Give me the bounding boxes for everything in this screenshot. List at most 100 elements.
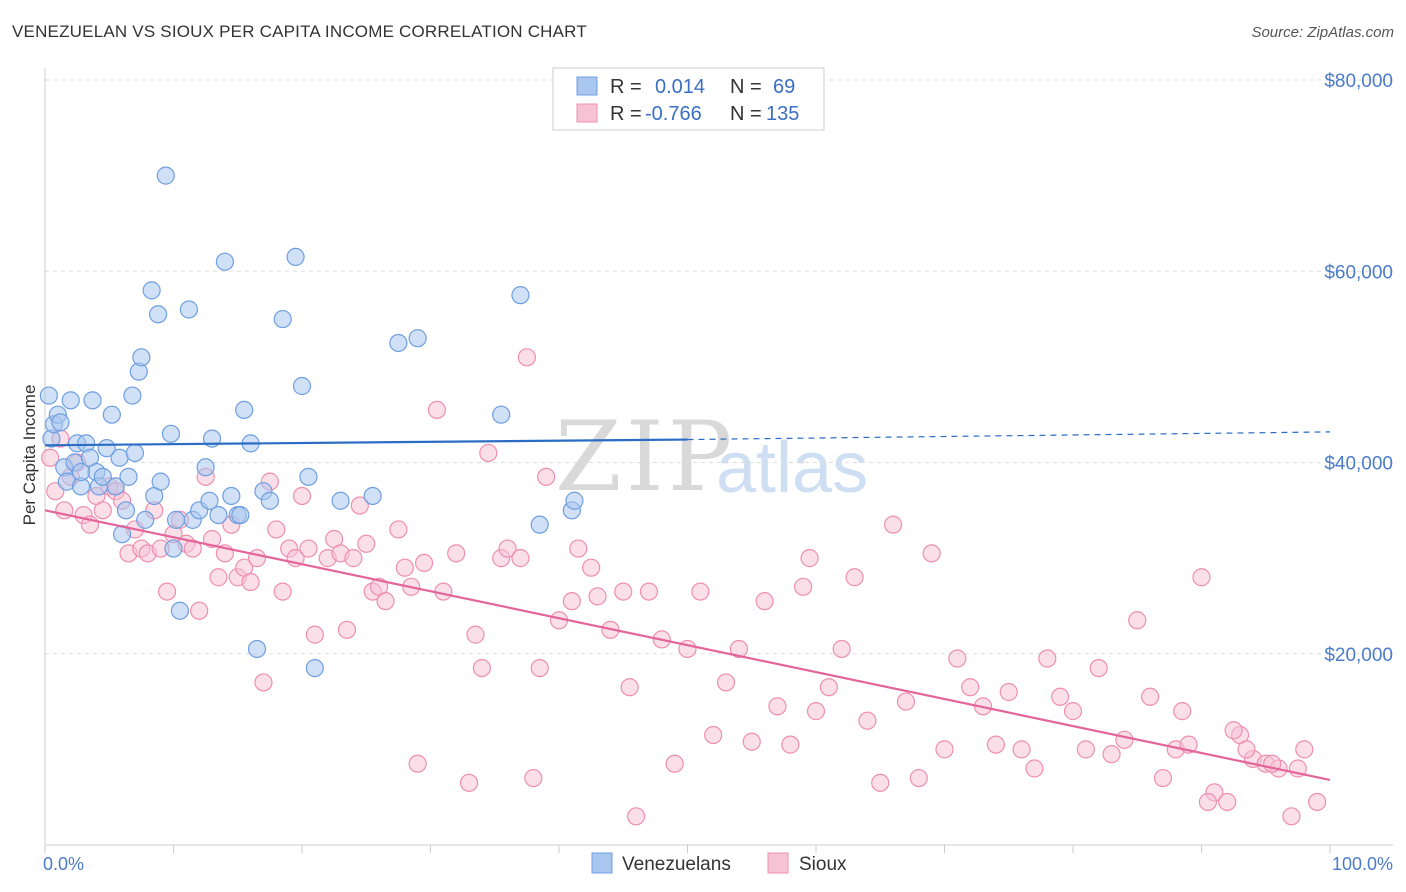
sioux-point (832, 639, 851, 659)
legend-n-value-2: 135 (766, 103, 799, 125)
venezuelans-point (299, 467, 318, 486)
venezuelans-points (39, 166, 584, 678)
venezuelans-point (222, 486, 241, 506)
y-tick-label: $60,000 (1324, 262, 1393, 283)
sioux-point (202, 529, 222, 549)
sioux-point (1282, 807, 1301, 826)
sioux-point (511, 549, 530, 568)
sioux-point (639, 582, 659, 601)
sioux-points (41, 348, 1327, 826)
sioux-point (883, 515, 903, 534)
sioux-point (209, 568, 228, 587)
y-tick-label: $40,000 (1324, 454, 1393, 475)
legend-r-label-1: R = (610, 76, 642, 98)
venezuelans-point (389, 333, 408, 353)
legend-swatch-pink (576, 103, 598, 123)
sioux-trend-line (44, 509, 1331, 782)
sioux-point (190, 601, 209, 620)
sioux-point (157, 582, 177, 601)
venezuelans-point (132, 348, 151, 367)
venezuelans-point (116, 501, 136, 520)
legend-n-label-1: N = (730, 76, 762, 98)
venezuelans-point (247, 639, 267, 659)
venezuelans-point (209, 505, 228, 525)
sioux-point (1218, 792, 1237, 812)
sioux-point (530, 658, 549, 678)
venezuelans-point (363, 486, 382, 506)
legend-r-value-2: -0.766 (645, 103, 702, 125)
sioux-point (755, 592, 774, 611)
sioux-point (858, 711, 877, 730)
sioux-point (466, 625, 485, 644)
venezuelans-point (51, 413, 70, 432)
sioux-point (961, 678, 980, 697)
sioux-point (1012, 740, 1031, 759)
sioux-point (845, 568, 864, 587)
sioux-point (357, 534, 376, 553)
trend-lines (44, 431, 1331, 782)
venezuelans-point (164, 539, 183, 558)
sioux-point (1237, 740, 1256, 759)
sioux-point (337, 620, 357, 639)
sioux-point (1051, 687, 1070, 706)
sioux-point (1089, 658, 1108, 678)
watermark-atlas: atlas (716, 428, 868, 508)
venezuelans-point (408, 329, 427, 348)
sioux-point (447, 544, 466, 563)
sioux-point (93, 501, 112, 520)
sioux-point (41, 448, 60, 467)
bottom-legend: Venezuelans Sioux (591, 852, 847, 875)
legend-r-label-2: R = (610, 103, 642, 125)
venezuelans-point (179, 300, 199, 319)
bottom-legend-swatch-sioux (767, 852, 789, 874)
sioux-point (1224, 721, 1243, 740)
venezuelans-point (170, 601, 190, 620)
venezuelans-point (530, 515, 549, 534)
sioux-point (517, 348, 536, 367)
sioux-point (479, 443, 498, 463)
venezuelans-point (151, 472, 170, 491)
venezuelans-trend-extension (687, 431, 1331, 441)
chart-title: VENEZUELAN VS SIOUX PER CAPITA INCOME CO… (12, 22, 587, 41)
sioux-point (241, 572, 260, 592)
sioux-point (626, 807, 646, 826)
sioux-point (537, 467, 556, 486)
sioux-point (986, 735, 1006, 754)
sioux-point (1192, 568, 1211, 587)
sioux-point (1076, 740, 1095, 759)
venezuelans-point (235, 400, 254, 420)
venezuelans-point (200, 491, 219, 510)
venezuelans-point (97, 439, 116, 458)
x-tick-max: 100.0% (1332, 854, 1393, 874)
sioux-point (742, 732, 761, 751)
bottom-legend-sioux: Sioux (799, 854, 847, 875)
sioux-point (806, 702, 826, 721)
sioux-point (819, 678, 838, 697)
venezuelans-trend-line (44, 438, 688, 447)
sioux-point (472, 658, 491, 678)
sioux-point (582, 558, 601, 577)
sioux-point (948, 649, 967, 668)
sioux-point (1295, 740, 1314, 759)
source-label: Source: ZipAtlas.com (1251, 24, 1394, 41)
sioux-point (254, 673, 273, 692)
sioux-point (350, 496, 369, 515)
sioux-point (292, 486, 312, 506)
sioux-point (1128, 611, 1147, 630)
venezuelans-point (136, 510, 155, 529)
venezuelans-point (166, 510, 186, 529)
venezuelans-point (71, 462, 91, 482)
sioux-point (794, 577, 813, 596)
venezuelans-point (93, 467, 112, 486)
sioux-point (524, 768, 543, 788)
sioux-point (588, 587, 607, 606)
venezuelans-point (273, 309, 292, 329)
venezuelans-point (260, 491, 279, 510)
sioux-point (1025, 759, 1044, 778)
sioux-point (871, 773, 890, 792)
bottom-legend-swatch-venezuelans (591, 852, 613, 874)
sioux-point (344, 549, 363, 568)
sioux-point (1038, 649, 1057, 668)
sioux-point (768, 697, 787, 716)
